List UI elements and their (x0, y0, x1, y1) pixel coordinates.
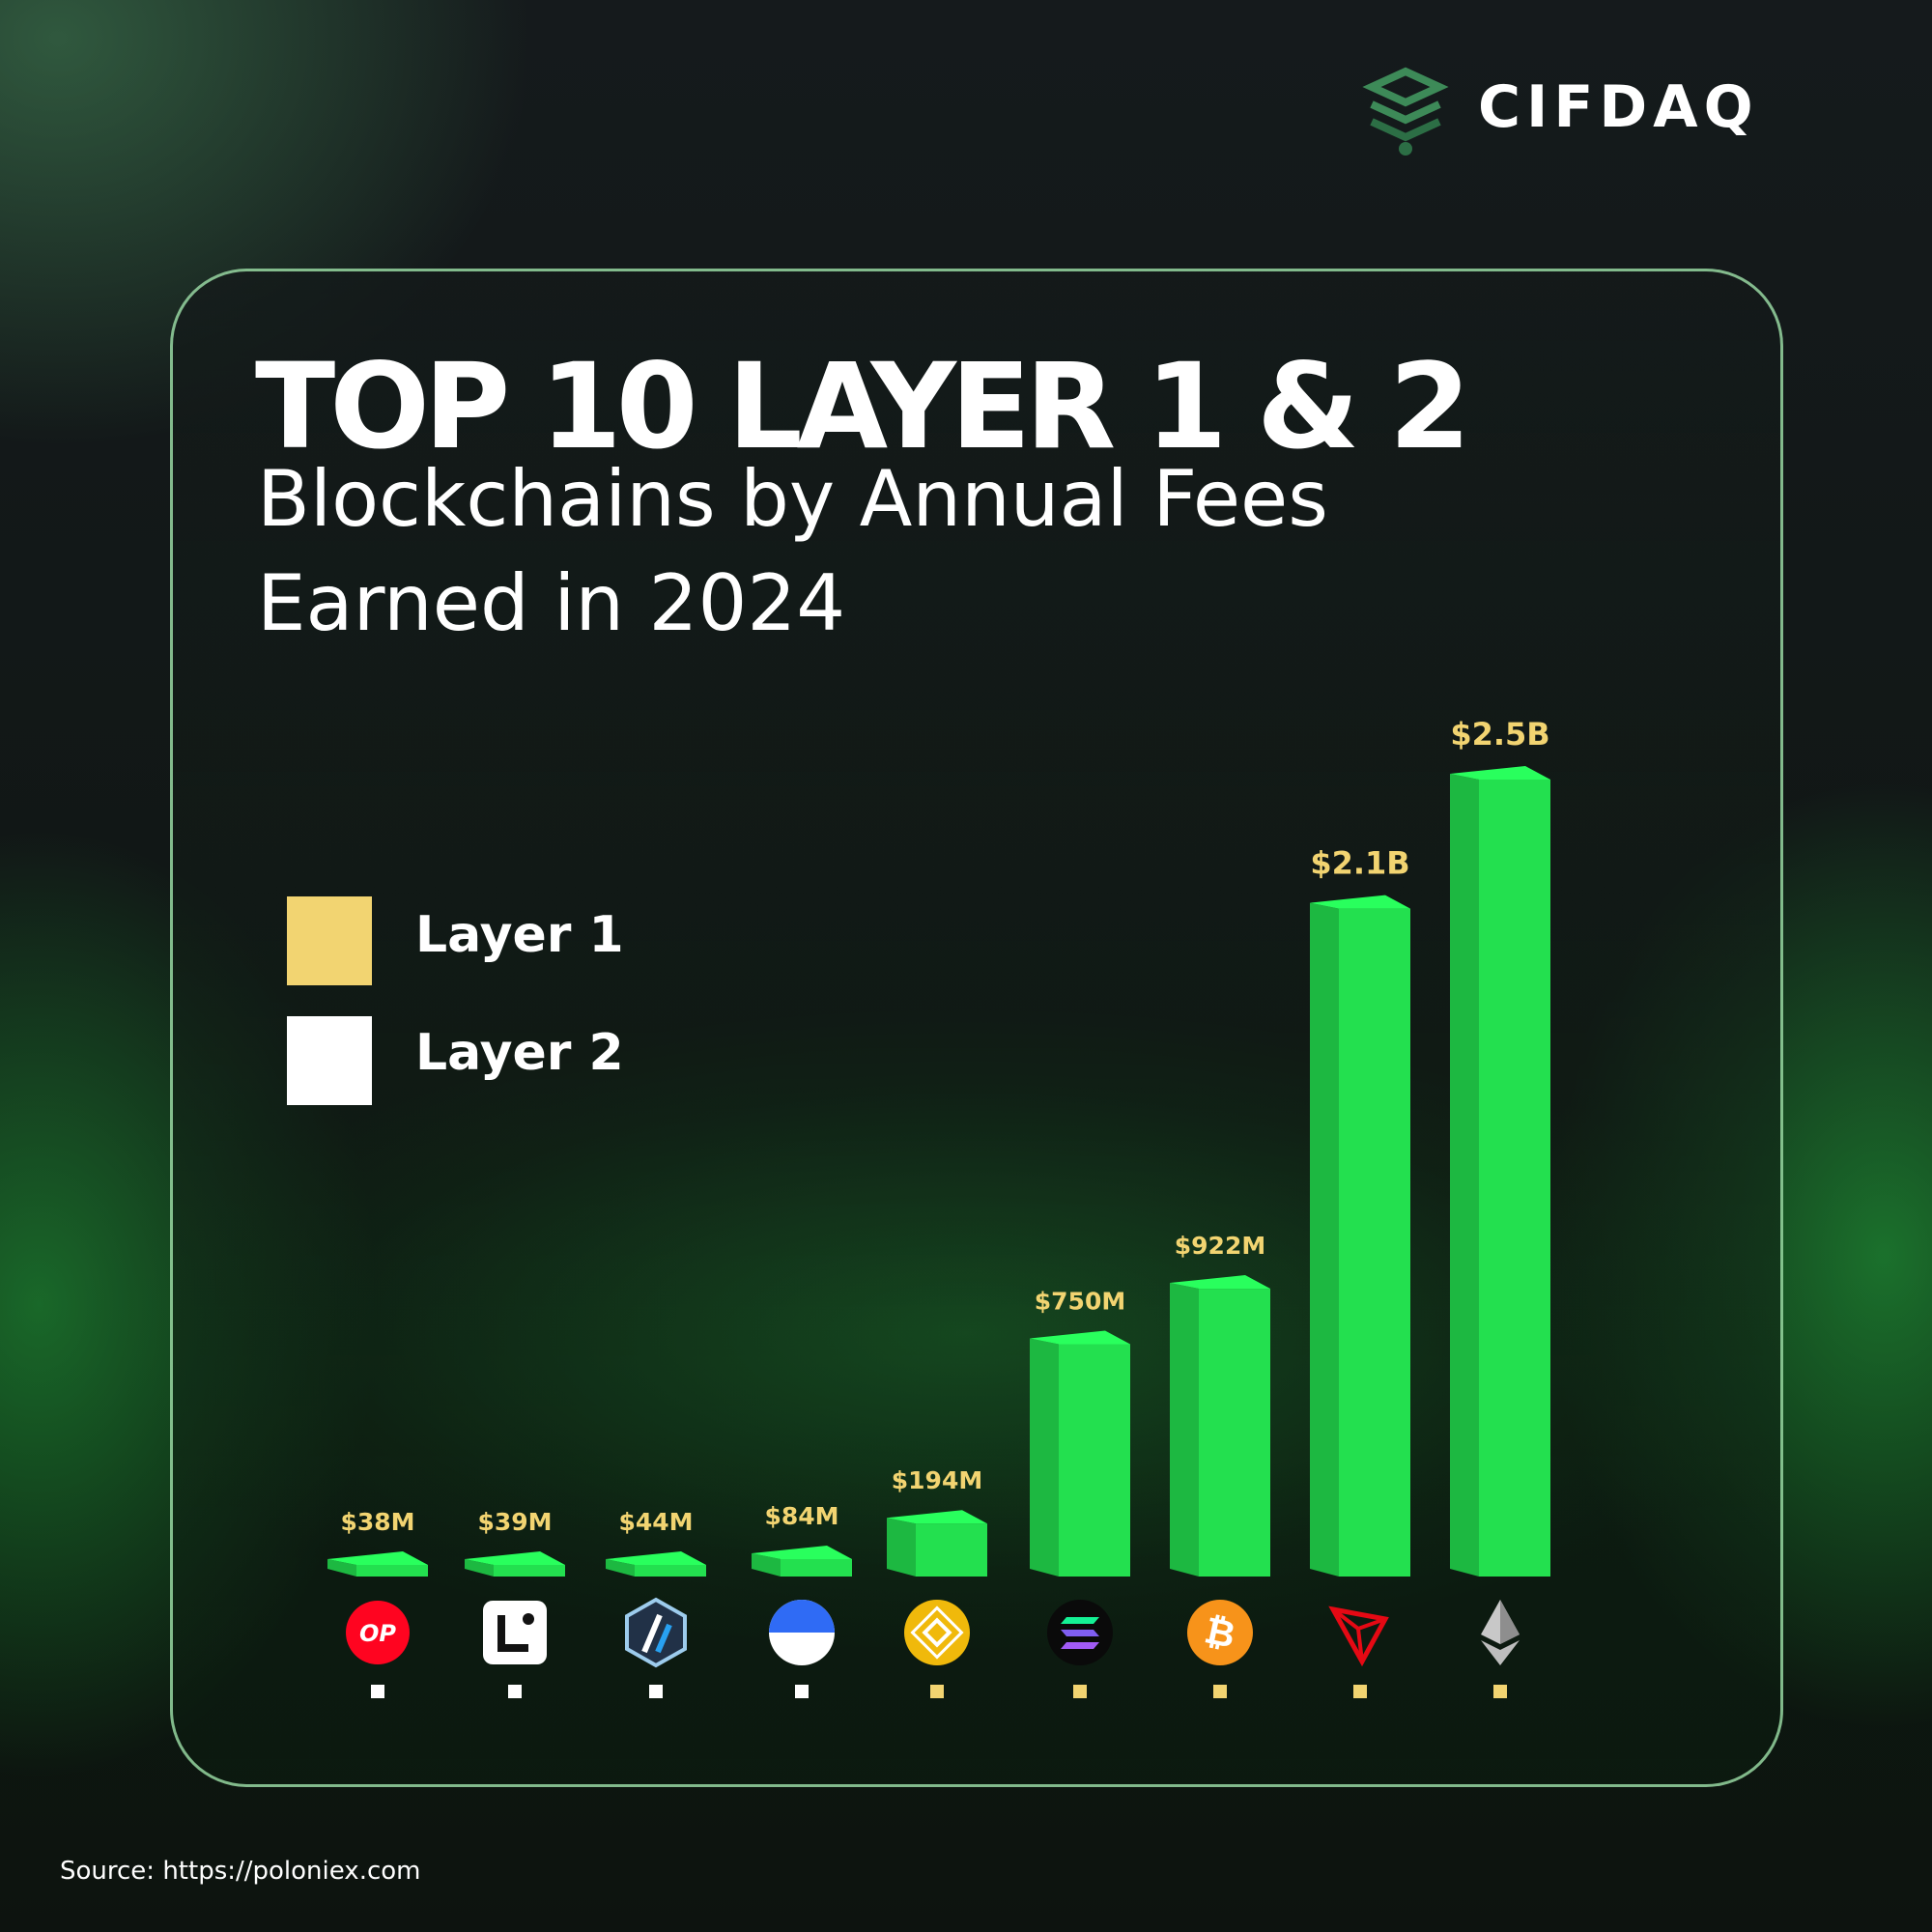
bar-top (752, 1545, 852, 1559)
value-label: $194M (892, 1466, 982, 1494)
bitcoin-icon: ₿ (1187, 1600, 1253, 1665)
value-label: $84M (764, 1502, 838, 1530)
bar-top (1450, 766, 1550, 780)
bar-side (1030, 1338, 1059, 1577)
arbitrum-icon (625, 1597, 687, 1668)
layer-marker (508, 1685, 522, 1698)
bar-top (465, 1551, 565, 1565)
solana-icon (1047, 1600, 1113, 1665)
bar-4 (887, 1510, 987, 1577)
bnb-icon (904, 1600, 970, 1665)
bar-6 (1170, 1275, 1270, 1577)
linea-icon (483, 1601, 547, 1664)
bar-front (1199, 1289, 1270, 1577)
bar-side (1310, 902, 1339, 1577)
source-note: Source: https://poloniex.com (60, 1857, 421, 1886)
bar-3 (752, 1545, 852, 1577)
bar-front (1479, 780, 1550, 1577)
layer-marker (649, 1685, 663, 1698)
bar-front (494, 1565, 565, 1577)
value-label: $750M (1035, 1288, 1125, 1316)
bar-5 (1030, 1330, 1130, 1577)
value-label: $2.5B (1450, 716, 1549, 753)
value-label: $44M (618, 1508, 693, 1536)
value-label: $38M (340, 1508, 414, 1536)
bar-top (1170, 1275, 1270, 1290)
bar-side (752, 1552, 781, 1577)
bar-side (887, 1518, 916, 1577)
layer-marker (1353, 1685, 1367, 1698)
bar-1 (465, 1551, 565, 1577)
bar-7 (1310, 895, 1410, 1577)
tron-icon (1328, 1605, 1389, 1667)
bar-2 (606, 1551, 706, 1577)
value-label: $2.1B (1310, 845, 1409, 882)
layer-marker (930, 1685, 944, 1698)
bar-top (887, 1510, 987, 1524)
value-label: $39M (477, 1508, 552, 1536)
bar-top (1030, 1330, 1130, 1345)
layer-marker (795, 1685, 809, 1698)
bar-front (1339, 908, 1410, 1577)
base-icon (769, 1600, 835, 1665)
bar-front (635, 1565, 706, 1577)
layer-marker (1073, 1685, 1087, 1698)
bar-top (327, 1551, 428, 1565)
legend-label-layer-2: Layer 2 (415, 1024, 624, 1082)
bar-front (356, 1565, 428, 1577)
optimism-icon: OP (346, 1601, 410, 1664)
value-label: $922M (1175, 1232, 1265, 1260)
bar-front (1059, 1344, 1130, 1577)
legend-label-layer-1: Layer 1 (415, 906, 624, 964)
bar-side (1450, 774, 1479, 1577)
legend-swatch-layer-1 (287, 896, 372, 985)
layer-marker (1213, 1685, 1227, 1698)
bar-top (606, 1551, 706, 1565)
bar-front (781, 1558, 852, 1577)
subtitle-line-2: Earned in 2024 (257, 558, 846, 648)
brand-name: CIFDAQ (1478, 73, 1759, 141)
page-title: TOP 10 LAYER 1 & 2 (255, 338, 1471, 475)
svg-text:OP: OP (359, 1620, 396, 1647)
subtitle-line-1: Blockchains by Annual Fees (257, 454, 1328, 544)
ethereum-icon (1481, 1600, 1520, 1665)
brand-logo: CIFDAQ (1362, 66, 1806, 158)
bar-front (916, 1523, 987, 1577)
bar-0 (327, 1551, 428, 1577)
layer-marker (1493, 1685, 1507, 1698)
layer-marker (371, 1685, 384, 1698)
bar-side (1170, 1283, 1199, 1577)
bar-8 (1450, 766, 1550, 1577)
legend-swatch-layer-2 (287, 1016, 372, 1105)
bar-top (1310, 895, 1410, 909)
cifdaq-logo-icon (1362, 67, 1449, 156)
